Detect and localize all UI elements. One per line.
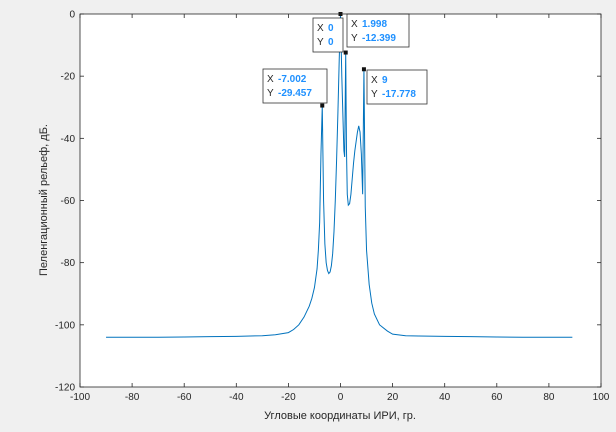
y-tick-label: -120 [55,383,75,394]
x-tick-label: 20 [387,392,399,403]
datatip-x-key: X [317,23,324,34]
x-axis-ticks: -100 -80 -60 -40 -20 0 20 40 60 80 100 [70,14,610,403]
datatip[interactable]: X -7.002 Y -29.457 [262,68,328,108]
x-tick-label: 60 [491,392,503,403]
plot-frame [79,13,602,388]
y-tick-label: -100 [55,320,75,331]
datatip-box [366,69,428,105]
datatip-marker [343,50,348,55]
datatip-y-value: 0 [328,37,334,48]
y-tick-label: -40 [61,134,76,145]
y-tick-label: 0 [69,10,75,21]
datatip-y-value: -17.778 [382,89,416,100]
series-line [106,13,573,338]
x-axis-label: Угловые координаты ИРИ, гр. [264,410,416,422]
plot-area [80,14,601,387]
x-tick-label: 100 [593,392,610,403]
datatip-box [262,68,328,104]
datatip-box [346,13,410,48]
datatip-x-value: 0 [328,23,334,34]
datatip-x-key: X [351,19,358,30]
x-tick-label: 0 [338,392,344,403]
x-tick-label: 80 [543,392,555,403]
y-axis-ticks: 0 -20 -40 -60 -80 -100 -120 [55,10,601,394]
datatip[interactable]: X 1.998 Y -12.399 [343,13,410,55]
x-tick-label: -60 [177,392,192,403]
datatip-y-key: Y [351,33,358,44]
datatip-x-value: -7.002 [278,74,307,85]
datatip-marker [361,67,366,72]
datatip[interactable]: X 9Y -17.778 [361,67,428,105]
datatip-box [312,17,344,53]
datatip-x-value: 9 [382,75,388,86]
datatip[interactable]: X 0Y 0 [312,12,344,53]
x-tick-label: -80 [125,392,140,403]
y-tick-label: -80 [61,258,76,269]
datatip-x-key: X [267,74,274,85]
datatip-y-key: Y [267,88,274,99]
datatip-y-value: -12.399 [362,33,396,44]
datatip-y-key: Y [371,89,378,100]
x-tick-label: -100 [70,392,90,403]
datatip-x-value: 1.998 [362,19,387,30]
x-tick-label: -40 [229,392,244,403]
y-tick-label: -60 [61,196,76,207]
datatip-marker [320,103,325,108]
y-axis-label: Пеленгационный рельеф, дБ. [38,124,50,276]
datatip-y-key: Y [317,37,324,48]
x-tick-label: -20 [281,392,296,403]
datatip-y-value: -29.457 [278,88,312,99]
datatip-x-key: X [371,75,378,86]
y-tick-label: -20 [61,72,76,83]
x-tick-label: 40 [439,392,451,403]
